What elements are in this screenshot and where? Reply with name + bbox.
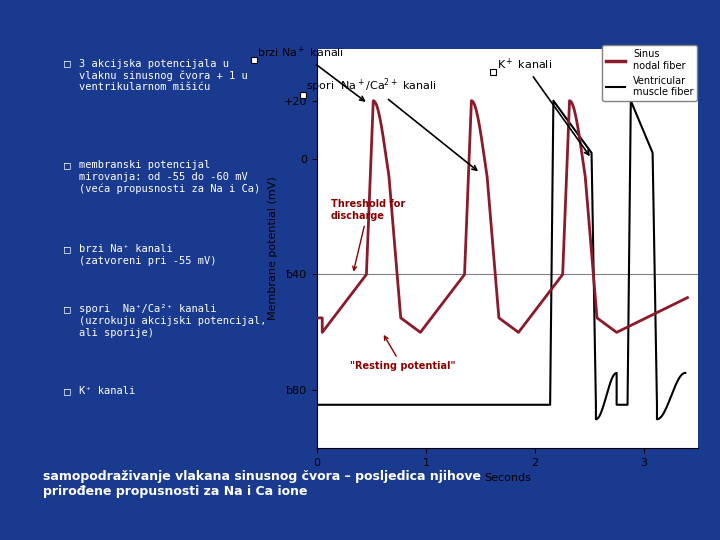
Text: Threshold for
discharge: Threshold for discharge	[331, 199, 405, 270]
X-axis label: Seconds: Seconds	[484, 474, 531, 483]
Text: K⁺ kanali: K⁺ kanali	[78, 386, 135, 396]
Text: spori  Na$^+$/Ca$^{2+}$ kanali: spori Na$^+$/Ca$^{2+}$ kanali	[306, 76, 477, 170]
Text: □: □	[63, 58, 71, 69]
Text: □: □	[63, 245, 71, 254]
Text: spori  Na⁺/Ca²⁺ kanali
(uzrokuju akcijski potencijal,
ali sporije): spori Na⁺/Ca²⁺ kanali (uzrokuju akcijski…	[78, 305, 266, 338]
Text: □: □	[63, 305, 71, 314]
Text: "Resting potential": "Resting potential"	[349, 336, 455, 372]
Text: brzi Na$^+$ kanali: brzi Na$^+$ kanali	[257, 45, 364, 101]
Text: brzi Na⁺ kanali
(zatvoreni pri -55 mV): brzi Na⁺ kanali (zatvoreni pri -55 mV)	[78, 245, 216, 266]
Legend: Sinus
nodal fiber, Ventricular
muscle fiber: Sinus nodal fiber, Ventricular muscle fi…	[602, 45, 698, 102]
Text: □: □	[63, 386, 71, 396]
Text: membranski potencijal
mirovanja: od -55 do -60 mV
(veća propusnosti za Na i Ca): membranski potencijal mirovanja: od -55 …	[78, 160, 260, 194]
Y-axis label: Membrane potential (mV): Membrane potential (mV)	[268, 177, 278, 320]
Text: 3 akcijska potencijala u
vlaknu sinusnog čvora + 1 u
ventrikularnom mišiću: 3 akcijska potencijala u vlaknu sinusnog…	[78, 58, 248, 92]
Text: samopodraživanje vlakana sinusnog čvora – posljedica njihove
prirođene propusnos: samopodraživanje vlakana sinusnog čvora …	[43, 470, 481, 498]
Text: □: □	[63, 160, 71, 171]
Text: K$^+$ kanali: K$^+$ kanali	[497, 57, 589, 155]
